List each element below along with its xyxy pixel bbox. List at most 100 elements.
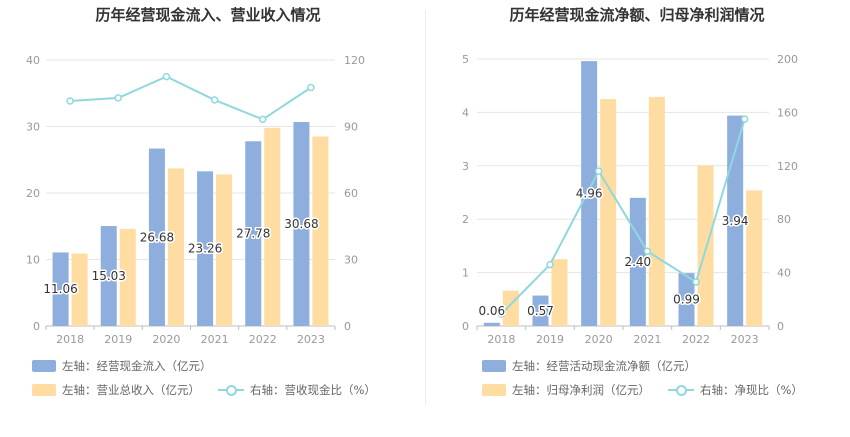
bar-secondary — [216, 174, 233, 326]
bar-value-label: 23.26 — [188, 242, 222, 256]
bar-value-label: 0.57 — [527, 304, 554, 318]
bar-primary — [52, 252, 69, 326]
legend-swatch-cash-inflow — [32, 360, 56, 372]
bar-value-label: 4.96 — [576, 187, 603, 201]
legend-swatch-net-cash-flow — [482, 360, 506, 372]
bar-secondary — [71, 253, 88, 326]
bar-secondary — [648, 96, 665, 326]
x-axis-tick-label: 2023 — [731, 333, 759, 346]
net-cash-flow-profit-chart: 历年经营现金流净额、归母净利润情况 0 0 1 40 2 80 3 120 4 160 5 200 201… — [462, 6, 798, 346]
right-axis-tick-label: 200 — [777, 53, 798, 66]
bar-primary — [678, 273, 695, 326]
legend-item-cash-inflow[interactable]: 左轴：经营现金流入（亿元） — [32, 358, 212, 374]
ratio-point — [594, 167, 603, 175]
right-axis-tick-label: 60 — [344, 187, 358, 200]
legend-label-net-cash-ratio: 右轴：净现比（%） — [700, 383, 803, 397]
ratio-line — [70, 75, 312, 121]
ratio-point — [66, 97, 74, 105]
ratio-point — [546, 260, 554, 269]
bar-value-label: 27.78 — [236, 227, 270, 241]
x-axis-tick-label: 2018 — [56, 333, 84, 346]
bar-secondary — [312, 136, 329, 326]
legend-label-revenue: 左轴：营业总收入（亿元） — [62, 383, 200, 397]
x-axis-tick-label: 2020 — [152, 333, 180, 346]
legend-swatch-net-cash-ratio — [668, 384, 694, 396]
ratio-line — [500, 118, 746, 315]
left-axis-tick-label: 0 — [462, 320, 469, 333]
x-axis-tick-label: 2018 — [487, 333, 515, 346]
legend-swatch-revenue — [32, 384, 56, 396]
left-chart-panel: 历年经营现金流入、营业收入情况 0 0 10 30 20 60 30 90 40 120 2018 20… — [26, 6, 376, 398]
bar-value-label: 2.40 — [624, 255, 651, 269]
right-axis-tick-label: 40 — [777, 267, 791, 280]
bar-primary — [293, 121, 310, 326]
legend-label-cash-inflow: 左轴：经营现金流入（亿元） — [62, 359, 212, 373]
ratio-point — [162, 72, 171, 81]
left-axis-tick-label: 10 — [26, 254, 40, 267]
bar-value-label: 3.94 — [722, 214, 749, 228]
bar-primary — [100, 226, 117, 326]
bar-primary — [197, 171, 214, 326]
legend-item-net-cash-ratio[interactable]: 右轴：净现比（%） — [668, 382, 803, 398]
bar-value-label: 15.03 — [92, 269, 126, 283]
left-axis-tick-label: 1 — [462, 267, 469, 280]
bar-secondary — [746, 190, 763, 326]
bar-value-label: 0.99 — [673, 293, 700, 307]
right-axis-tick-label: 30 — [344, 254, 358, 267]
right-axis-tick-label: 80 — [777, 213, 791, 226]
bar-secondary — [119, 228, 136, 326]
bar-primary — [483, 322, 500, 326]
right-chart-panel: 历年经营现金流净额、归母净利润情况 0 0 1 40 2 80 3 120 4 160 5 200 201… — [425, 0, 850, 437]
left-axis-tick-label: 40 — [26, 54, 40, 67]
bar-secondary — [600, 99, 617, 326]
bar-value-label: 0.06 — [478, 304, 505, 318]
ratio-point — [643, 247, 652, 255]
left-axis-tick-label: 5 — [462, 53, 469, 66]
x-axis-tick-label: 2020 — [585, 333, 613, 346]
ratio-point — [740, 115, 749, 123]
legend-label-net-cash-flow: 左轴：经营活动现金流净额（亿元） — [512, 359, 696, 373]
left-axis-tick-label: 2 — [462, 213, 469, 226]
ratio-point — [307, 83, 315, 92]
panel-divider — [425, 10, 426, 405]
bar-primary — [532, 295, 549, 326]
right-axis-tick-label: 0 — [777, 320, 784, 333]
right-axis-tick-label: 120 — [344, 54, 365, 67]
legend-item-cash-ratio[interactable]: 右轴：营收现金比（%） — [218, 382, 376, 398]
bar-value-label: 11.06 — [43, 282, 77, 296]
ratio-point — [210, 96, 219, 104]
x-axis-tick-label: 2022 — [682, 333, 710, 346]
bar-value-label: 26.68 — [140, 230, 174, 244]
bar-primary — [581, 61, 598, 327]
ratio-point — [114, 94, 122, 102]
legend-swatch-cash-ratio — [218, 384, 244, 396]
left-axis-tick-label: 20 — [26, 187, 40, 200]
bar-secondary — [697, 165, 714, 326]
right-axis-tick-label: 120 — [777, 160, 798, 173]
x-axis-tick-label: 2019 — [104, 333, 132, 346]
ratio-point — [259, 115, 267, 124]
bar-secondary — [502, 290, 519, 326]
left-axis-tick-label: 30 — [26, 121, 40, 134]
chart-title: 历年经营现金流入、营业收入情况 — [95, 6, 320, 24]
legend-item-net-profit[interactable]: 左轴：归母净利润（亿元） — [482, 382, 650, 398]
cash-inflow-revenue-chart: 历年经营现金流入、营业收入情况 0 0 10 30 20 60 30 90 40 120 2018 20… — [26, 6, 365, 346]
left-axis-tick-label: 3 — [462, 160, 469, 173]
x-axis-tick-label: 2021 — [201, 333, 229, 346]
x-axis-tick-label: 2023 — [297, 333, 325, 346]
x-axis-tick-label: 2019 — [536, 333, 564, 346]
x-axis-tick-label: 2021 — [633, 333, 661, 346]
legend-swatch-net-profit — [482, 384, 506, 396]
left-axis-tick-label: 4 — [462, 106, 469, 119]
x-axis-tick-label: 2022 — [249, 333, 277, 346]
legend-label-cash-ratio: 右轴：营收现金比（%） — [250, 383, 376, 397]
legend-item-revenue[interactable]: 左轴：营业总收入（亿元） — [32, 382, 200, 398]
ratio-point — [497, 310, 506, 318]
bar-primary — [148, 148, 165, 326]
bar-secondary — [167, 168, 184, 326]
left-axis-tick-label: 0 — [33, 320, 40, 333]
ratio-point — [692, 278, 700, 286]
right-axis-tick-label: 90 — [344, 121, 358, 134]
bar-secondary — [264, 127, 281, 326]
legend-item-net-cash-flow[interactable]: 左轴：经营活动现金流净额（亿元） — [482, 358, 696, 374]
